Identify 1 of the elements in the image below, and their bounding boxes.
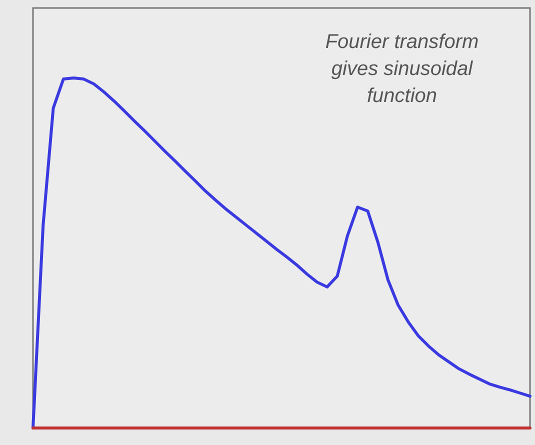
annotation: Fourier transform gives sinusoidal function (325, 31, 479, 107)
